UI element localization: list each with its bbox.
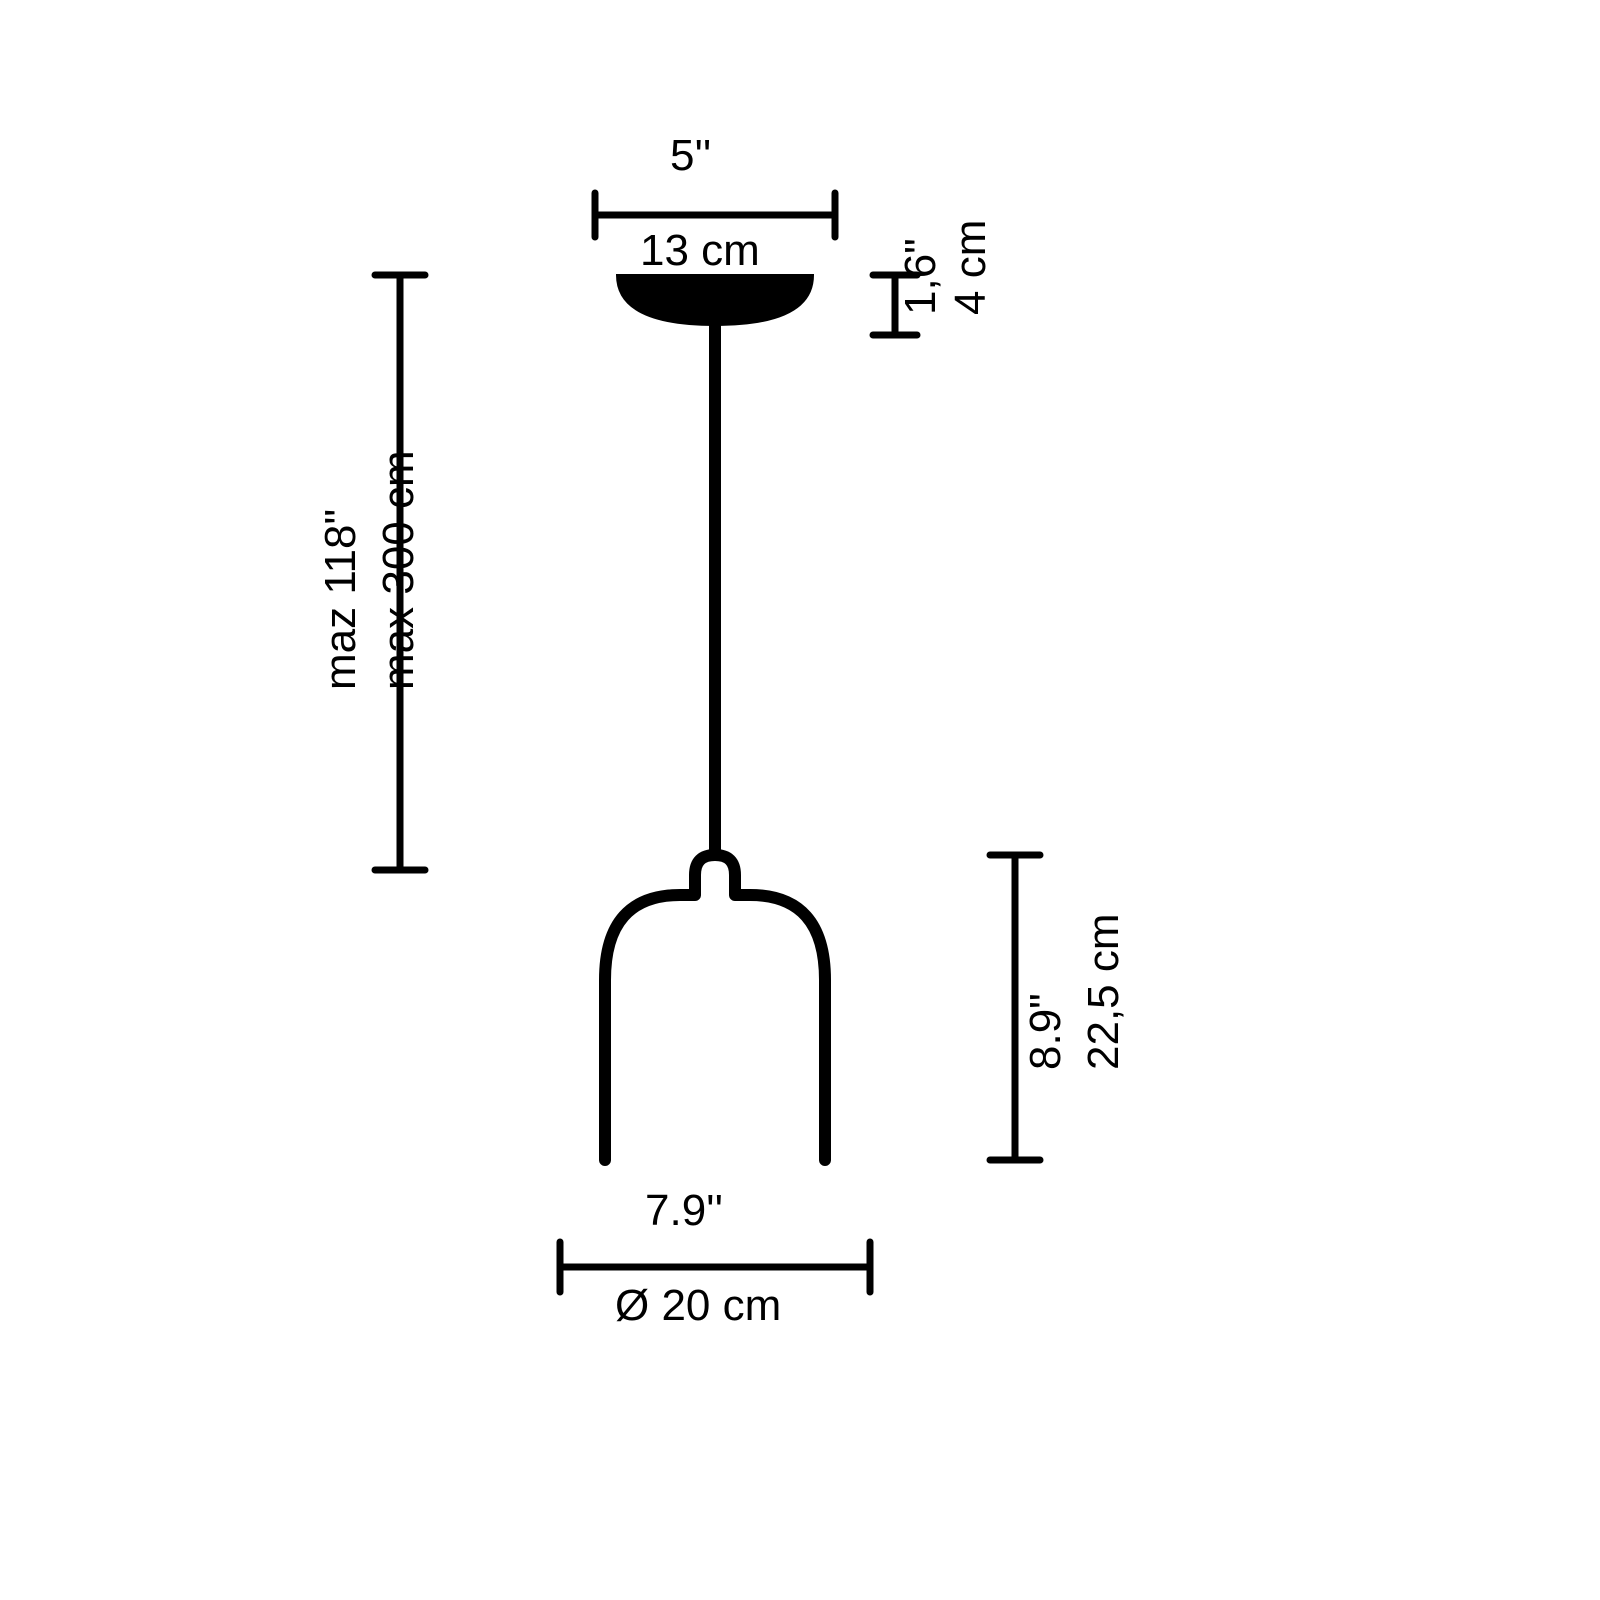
dim-shade-diameter-metric: Ø 20 cm (615, 1281, 781, 1330)
dim-shade-height-imperial: 8.9" (1021, 993, 1070, 1070)
dim-canopy-height-imperial: 1,6" (896, 238, 945, 315)
lamp-shade-outline (605, 855, 825, 1160)
dim-cord-length-metric: max 300 cm (374, 450, 423, 690)
dim-cord-length-imperial: maz 118" (316, 509, 365, 690)
dim-canopy-width-metric: 13 cm (640, 226, 760, 275)
pendant-lamp-dimension-diagram: 5'' 13 cm 1,6"4 cm maz 118"max 300 cm 8.9"22… (0, 0, 1600, 1600)
dim-shade-height-metric: 22,5 cm (1079, 913, 1128, 1070)
ceiling-canopy (617, 275, 813, 325)
dim-canopy-height-metric: 4 cm (946, 220, 995, 315)
dim-canopy-width-imperial: 5'' (670, 131, 711, 180)
dim-shade-diameter-imperial: 7.9'' (645, 1186, 723, 1235)
